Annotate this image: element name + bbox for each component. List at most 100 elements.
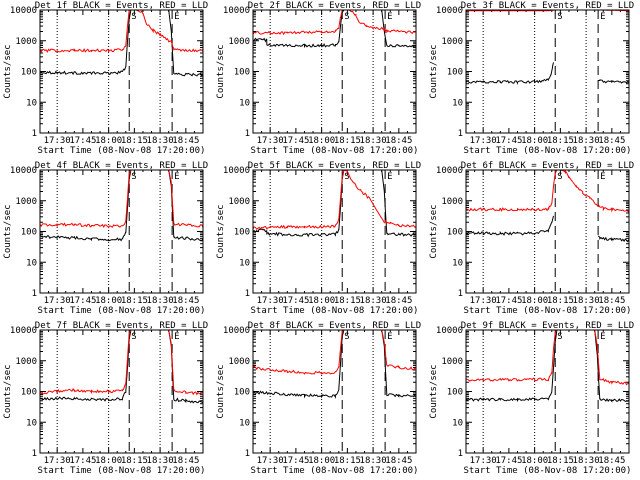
x-tick-label: 18:30 <box>147 296 174 306</box>
panel-1: Det 1f BLACK = Events, RED = LLD 17:3017:… <box>3 1 208 156</box>
x-tick-label: 18:45 <box>385 136 412 146</box>
series-events-line <box>466 62 629 86</box>
x-tick-label: 18:15 <box>547 296 574 306</box>
y-axis-label: Counts/sec <box>216 364 226 418</box>
series-lld-line <box>40 170 203 229</box>
panel-8: Det 8f BLACK = Events, RED = LLD 17:3017:… <box>216 321 421 476</box>
panel-7: Det 7f BLACK = Events, RED = LLD 17:3017:… <box>3 321 208 476</box>
x-tick-label: 17:45 <box>69 456 96 466</box>
y-tick-label: 1 <box>32 289 37 299</box>
y-axis-label: Counts/sec <box>3 44 13 98</box>
panel-2: Det 2f BLACK = Events, RED = LLD 17:3017:… <box>216 1 421 156</box>
x-tick-label: 17:45 <box>282 456 309 466</box>
x-tick-label: 17:45 <box>69 136 96 146</box>
start-marker-label: S <box>344 172 349 182</box>
series-events-line <box>253 330 416 399</box>
panel-title: Det 4f BLACK = Events, RED = LLD <box>35 161 208 171</box>
start-marker-label: S <box>557 172 562 182</box>
y-tick-label: 100 <box>447 228 463 238</box>
x-tick-label: 18:15 <box>334 136 361 146</box>
series-lld-line <box>253 330 416 375</box>
series-events-line <box>466 330 629 403</box>
y-tick-label: 1000 <box>441 37 463 47</box>
y-tick-label: 1000 <box>228 197 250 207</box>
x-tick-label: 17:45 <box>495 136 522 146</box>
y-axis-label: Counts/sec <box>216 44 226 98</box>
panel-5: Det 5f BLACK = Events, RED = LLD 17:3017:… <box>216 161 421 316</box>
panel-4: Det 4f BLACK = Events, RED = LLD 17:3017:… <box>3 161 208 316</box>
y-tick-label: 1 <box>32 449 37 459</box>
y-tick-label: 10000 <box>10 326 37 336</box>
x-tick-label: 18:00 <box>95 296 122 306</box>
panel-title: Det 9f BLACK = Events, RED = LLD <box>461 321 634 331</box>
y-axis-label: Counts/sec <box>3 364 13 418</box>
y-axis-label: Counts/sec <box>429 204 439 258</box>
y-tick-label: 10 <box>452 258 463 268</box>
y-tick-label: 1000 <box>15 357 37 367</box>
end-marker-label: E <box>387 172 392 182</box>
plot-frame <box>39 169 204 294</box>
x-tick-label: 18:30 <box>360 136 387 146</box>
end-marker-label: E <box>174 12 179 22</box>
x-axis-label: Start Time (08-Nov-08 17:20:00) <box>251 146 419 156</box>
series-lld-line <box>466 170 629 213</box>
x-tick-label: 17:30 <box>470 456 497 466</box>
start-marker-label: S <box>131 172 136 182</box>
series-events-line <box>253 10 416 49</box>
x-tick-label: 18:00 <box>95 136 122 146</box>
x-axis-label: Start Time (08-Nov-08 17:20:00) <box>38 466 206 476</box>
y-tick-label: 100 <box>447 68 463 78</box>
x-tick-label: 18:15 <box>121 296 148 306</box>
y-tick-label: 10000 <box>436 6 463 16</box>
x-tick-label: 17:45 <box>282 296 309 306</box>
x-tick-label: 18:00 <box>521 456 548 466</box>
panel-title: Det 8f BLACK = Events, RED = LLD <box>248 321 421 331</box>
y-axis-label: Counts/sec <box>3 204 13 258</box>
x-tick-label: 18:00 <box>521 296 548 306</box>
y-tick-label: 10000 <box>10 166 37 176</box>
x-tick-label: 18:30 <box>360 456 387 466</box>
x-tick-label: 18:30 <box>360 296 387 306</box>
plot-frame <box>252 169 417 294</box>
y-tick-label: 10 <box>239 98 250 108</box>
y-tick-label: 10000 <box>223 6 250 16</box>
series-events-line <box>40 170 203 242</box>
x-tick-label: 18:45 <box>598 296 625 306</box>
panel-title: Det 2f BLACK = Events, RED = LLD <box>248 1 421 11</box>
plot-frame <box>39 9 204 134</box>
y-tick-label: 10 <box>26 98 37 108</box>
series-lld-line <box>253 170 416 231</box>
x-tick-label: 18:00 <box>308 456 335 466</box>
start-marker-label: S <box>557 12 562 22</box>
x-tick-label: 17:30 <box>44 136 71 146</box>
y-tick-label: 100 <box>21 388 37 398</box>
plot-frame <box>252 329 417 454</box>
series-lld-line <box>253 10 416 36</box>
start-marker-label: S <box>131 332 136 342</box>
x-axis-label: Start Time (08-Nov-08 17:20:00) <box>251 306 419 316</box>
x-tick-label: 17:45 <box>282 136 309 146</box>
x-tick-label: 17:30 <box>44 456 71 466</box>
end-marker-label: E <box>600 172 605 182</box>
y-tick-label: 10000 <box>223 326 250 336</box>
start-marker-label: S <box>344 12 349 22</box>
y-tick-label: 100 <box>21 68 37 78</box>
x-axis-label: Start Time (08-Nov-08 17:20:00) <box>38 306 206 316</box>
series-lld-line <box>40 10 203 53</box>
plot-frame <box>465 329 630 454</box>
series-lld-line <box>40 330 203 396</box>
x-tick-label: 17:45 <box>495 296 522 306</box>
x-tick-label: 17:45 <box>495 456 522 466</box>
panel-title: Det 6f BLACK = Events, RED = LLD <box>461 161 634 171</box>
panel-6: Det 6f BLACK = Events, RED = LLD 17:3017:… <box>429 161 634 316</box>
series-events-line <box>253 170 416 238</box>
x-tick-label: 18:45 <box>385 456 412 466</box>
x-axis-label: Start Time (08-Nov-08 17:20:00) <box>464 466 632 476</box>
y-tick-label: 1 <box>458 129 463 139</box>
plot-frame <box>465 9 630 134</box>
panel-title: Det 7f BLACK = Events, RED = LLD <box>35 321 208 331</box>
x-tick-label: 18:30 <box>573 296 600 306</box>
x-tick-label: 17:30 <box>257 296 284 306</box>
y-tick-label: 10000 <box>436 166 463 176</box>
panel-title: Det 3f BLACK = Events, RED = LLD <box>461 1 634 11</box>
